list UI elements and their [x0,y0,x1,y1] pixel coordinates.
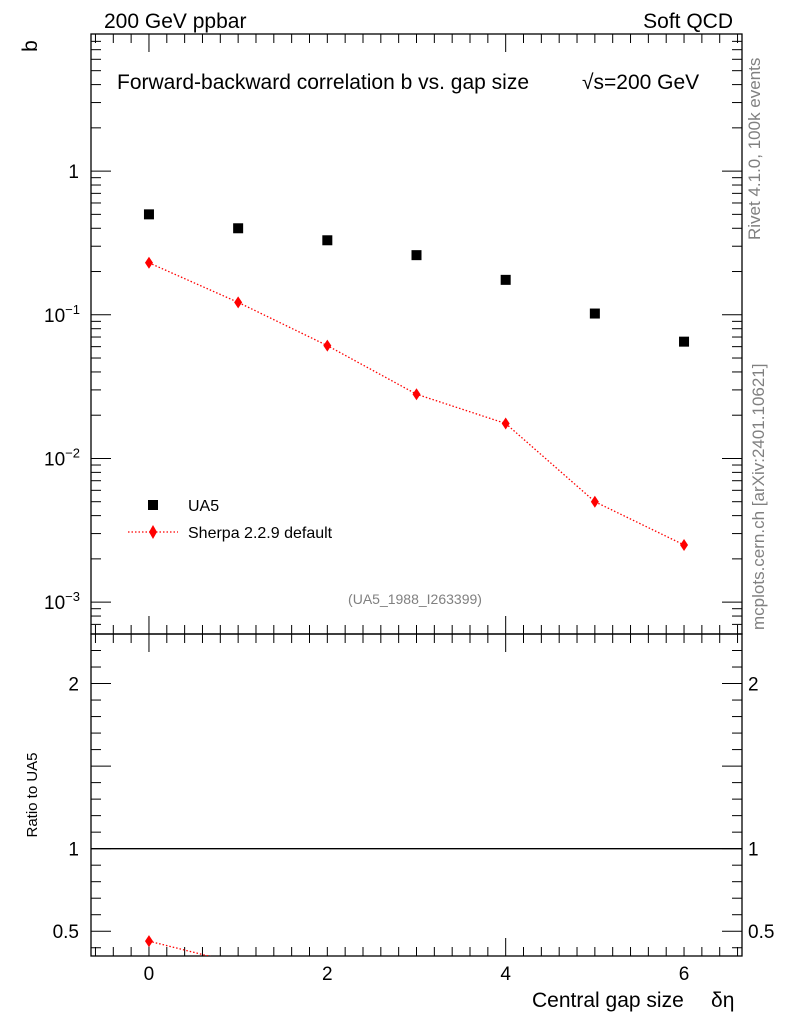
main-panel: 10−3 10−2 10−1 1 b Forward-backward correla… [19,33,743,635]
analysis-annotation: (UA5_1988_I263399) [348,591,482,607]
legend-ua5-marker [148,500,158,510]
sherpa-point [680,538,689,551]
main-axis-ticks [91,33,742,635]
sherpa-ratio-point [144,935,153,948]
ratio-y-tick-label-left: 0.5 [53,922,79,943]
main-y-axis-label: b [19,40,42,52]
ratio-y-tick-label-right: 1 [748,840,759,861]
ratio-series [144,935,212,956]
x-tick-label: 6 [679,964,690,985]
main-y-tick-label: 1 [68,162,79,183]
sherpa-point [590,495,599,508]
ratio-y-tick-label-right: 0.5 [748,922,774,943]
ratio-y-tick-label-left: 1 [68,840,79,861]
main-frame [90,33,743,635]
main-y-tick-label: 10−2 [44,445,80,470]
x-tick-labels: 0 2 4 6 [144,964,690,985]
mcplots-label: mcplots.cern.ch [arXiv:2401.10621] [749,364,768,630]
sherpa-point [412,388,421,401]
main-y-tick-label: 10−3 [44,589,80,614]
x-axis-label-symbol: δη [711,989,734,1012]
ratio-y-axis-label: Ratio to UA5 [24,752,41,837]
sherpa-point [234,296,243,309]
legend: UA5 Sherpa 2.2.9 default [128,498,333,542]
sherpa-ratio-line [148,940,212,956]
ratio-y-tick-labels: 0.5 0.5 1 1 2 2 [53,675,775,944]
main-y-tick-labels: 10−3 10−2 10−1 1 [44,162,80,614]
ua5-point [679,336,690,347]
sherpa-line [148,262,685,546]
ratio-y-tick-label-right: 2 [748,675,759,696]
main-y-tick-label: 10−1 [44,302,80,327]
rivet-label: Rivet 4.1.0, 100k events [745,58,764,240]
sherpa-point [144,256,153,269]
sherpa-point [501,417,510,430]
x-tick-label: 2 [322,964,333,985]
header-right: Soft QCD [643,10,733,33]
header-left: 200 GeV ppbar [104,10,246,33]
ratio-frame [90,633,743,957]
ua5-point [589,308,600,319]
ua5-point [322,235,333,246]
main-series [143,209,690,551]
sherpa-point [323,339,332,352]
legend-sherpa-marker [149,525,157,539]
x-tick-label: 4 [500,964,511,985]
ua5-point [143,209,154,220]
x-axis-label: Central gap size δη [532,989,734,1012]
legend-ua5-label: UA5 [188,498,219,515]
ratio-y-tick-label-left: 2 [68,675,79,696]
ratio-panel: 0.5 0.5 1 1 2 2 0 2 4 6 Ratio to UA5 Central gap… [24,633,775,1012]
main-title-text: Forward-backward correlation b vs. gap s… [117,71,529,94]
ua5-point [411,250,422,261]
ratio-axis-ticks [91,634,742,956]
ua5-point [500,274,511,285]
main-title-energy: √s=200 GeV [582,71,699,94]
x-tick-label: 0 [144,964,155,985]
x-axis-label-text: Central gap size [532,989,684,1012]
sherpa-ratio [144,935,212,956]
main-title: Forward-backward correlation b vs. gap s… [117,71,699,94]
ua5-point [233,223,244,234]
legend-sherpa-label: Sherpa 2.2.9 default [188,525,333,542]
